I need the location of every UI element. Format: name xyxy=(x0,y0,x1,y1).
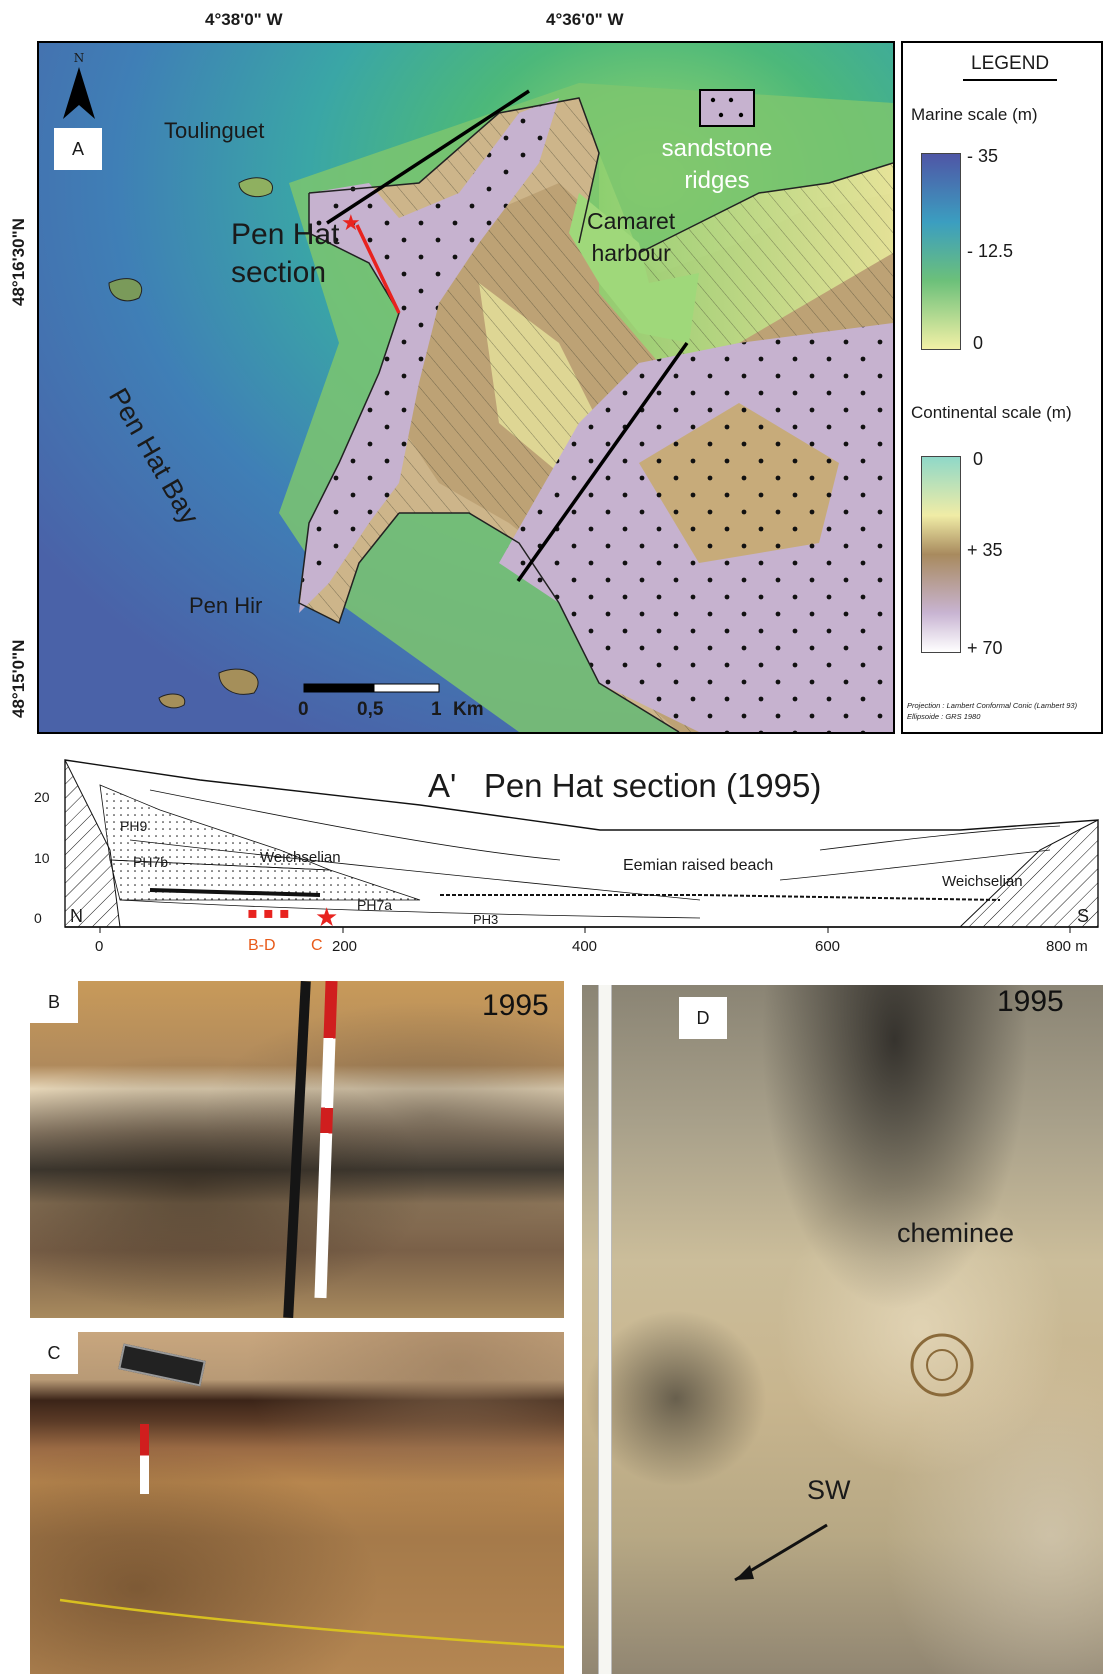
photo-c-label: C xyxy=(30,1332,78,1374)
photo-d-label: D xyxy=(679,997,727,1039)
continental-scale-title: Continental scale (m) xyxy=(911,403,1072,422)
sandstone-swatch xyxy=(699,89,755,127)
svg-text:★: ★ xyxy=(315,903,338,933)
section-y-tick-10: 10 xyxy=(34,850,50,866)
unit-weichselian-north: Weichselian xyxy=(260,849,341,866)
place-toulinguet: Toulinguet xyxy=(164,118,265,143)
north-arrow-icon: N xyxy=(59,51,99,123)
marker-label-bd: B-D xyxy=(248,937,276,954)
unit-weichselian-south: Weichselian xyxy=(942,873,1023,890)
photo-d: D 1995 cheminee SW xyxy=(582,985,1103,1674)
marker-label-c: C xyxy=(311,937,323,954)
section-diagram: ▪ ▪ ▪ ★ xyxy=(64,759,1099,933)
section-end-north: N xyxy=(70,906,83,926)
section-end-south: S xyxy=(1077,906,1090,926)
marine-tick-1: - 35 xyxy=(967,146,999,166)
lat-label-bottom: 48°15'0"N xyxy=(9,639,28,718)
label-cheminee: cheminee xyxy=(897,1218,1015,1248)
photo-b: B 1995 xyxy=(30,981,564,1318)
unit-ph9: PH9 xyxy=(120,818,148,834)
marine-scale-title: Marine scale (m) xyxy=(911,105,1038,124)
scale-staff-small xyxy=(140,1424,149,1494)
panel-label-a: A xyxy=(54,128,102,170)
svg-text:★: ★ xyxy=(341,211,361,236)
section-y-tick-0: 0 xyxy=(34,910,42,926)
unit-ph7a: PH7a xyxy=(357,897,393,913)
photo-b-label: B xyxy=(30,981,78,1023)
photo-b-year: 1995 xyxy=(482,989,549,1022)
section-x-tick-0: 0 xyxy=(95,938,104,955)
place-sandstone-ridges: sandstone ridges xyxy=(661,135,773,194)
map-graphic: ★ xyxy=(39,43,893,732)
scalebar-label-km: Km xyxy=(453,699,484,720)
lat-label-top: 48°16'30"N xyxy=(9,218,28,306)
scalebar-label-05: 0,5 xyxy=(357,699,384,720)
section-y-tick-20: 20 xyxy=(34,789,50,805)
section-x-tick-200: 200 xyxy=(332,938,358,955)
unit-ph7b: PH7b xyxy=(133,854,169,870)
unit-eemian-raised-beach: Eemian raised beach xyxy=(623,857,774,874)
photo-d-year: 1995 xyxy=(997,985,1064,1018)
ellipsoid-note: Ellipsoide : GRS 1980 xyxy=(907,712,981,721)
continental-tick-2: + 35 xyxy=(967,540,1003,560)
marine-scale-bar xyxy=(921,153,961,350)
scalebar-label-1: 1 xyxy=(431,699,442,720)
section-x-tick-600: 600 xyxy=(815,938,841,955)
legend-title: LEGEND xyxy=(963,53,1058,81)
place-pen-hir: Pen Hir xyxy=(189,593,263,618)
unit-ph3: PH3 xyxy=(473,912,499,927)
label-sw: SW xyxy=(807,1475,851,1505)
projection-note: Projection : Lambert Conformal Conic (La… xyxy=(907,701,1078,710)
lon-label-right: 4°36'0" W xyxy=(546,10,624,29)
scalebar-label-0: 0 xyxy=(298,699,309,720)
lon-label-left: 4°38'0" W xyxy=(205,10,283,29)
marine-tick-2: - 12.5 xyxy=(967,241,1014,261)
section-x-tick-400: 400 xyxy=(572,938,598,955)
legend-panel: LEGEND Marine scale (m) - 35 - 12.5 0 Co… xyxy=(901,41,1103,734)
map-panel: ★ N A Toulinguet Pen Hat section Pen Hat… xyxy=(37,41,895,734)
continental-tick-1: 0 xyxy=(973,449,984,469)
measuring-tape xyxy=(598,985,612,1674)
place-pen-hat-section: Pen Hat section xyxy=(231,218,340,289)
section-title: A' Pen Hat section (1995) xyxy=(428,767,822,804)
marine-tick-3: 0 xyxy=(973,333,984,353)
photo-c: C xyxy=(30,1332,564,1674)
north-label: N xyxy=(73,51,85,65)
continental-tick-3: + 70 xyxy=(967,638,1003,658)
place-camaret-harbour: Camaret harbour xyxy=(587,208,676,266)
continental-scale-bar xyxy=(921,456,961,653)
section-x-tick-800: 800 m xyxy=(1046,938,1088,955)
svg-text:▪ ▪ ▪: ▪ ▪ ▪ xyxy=(247,903,290,922)
